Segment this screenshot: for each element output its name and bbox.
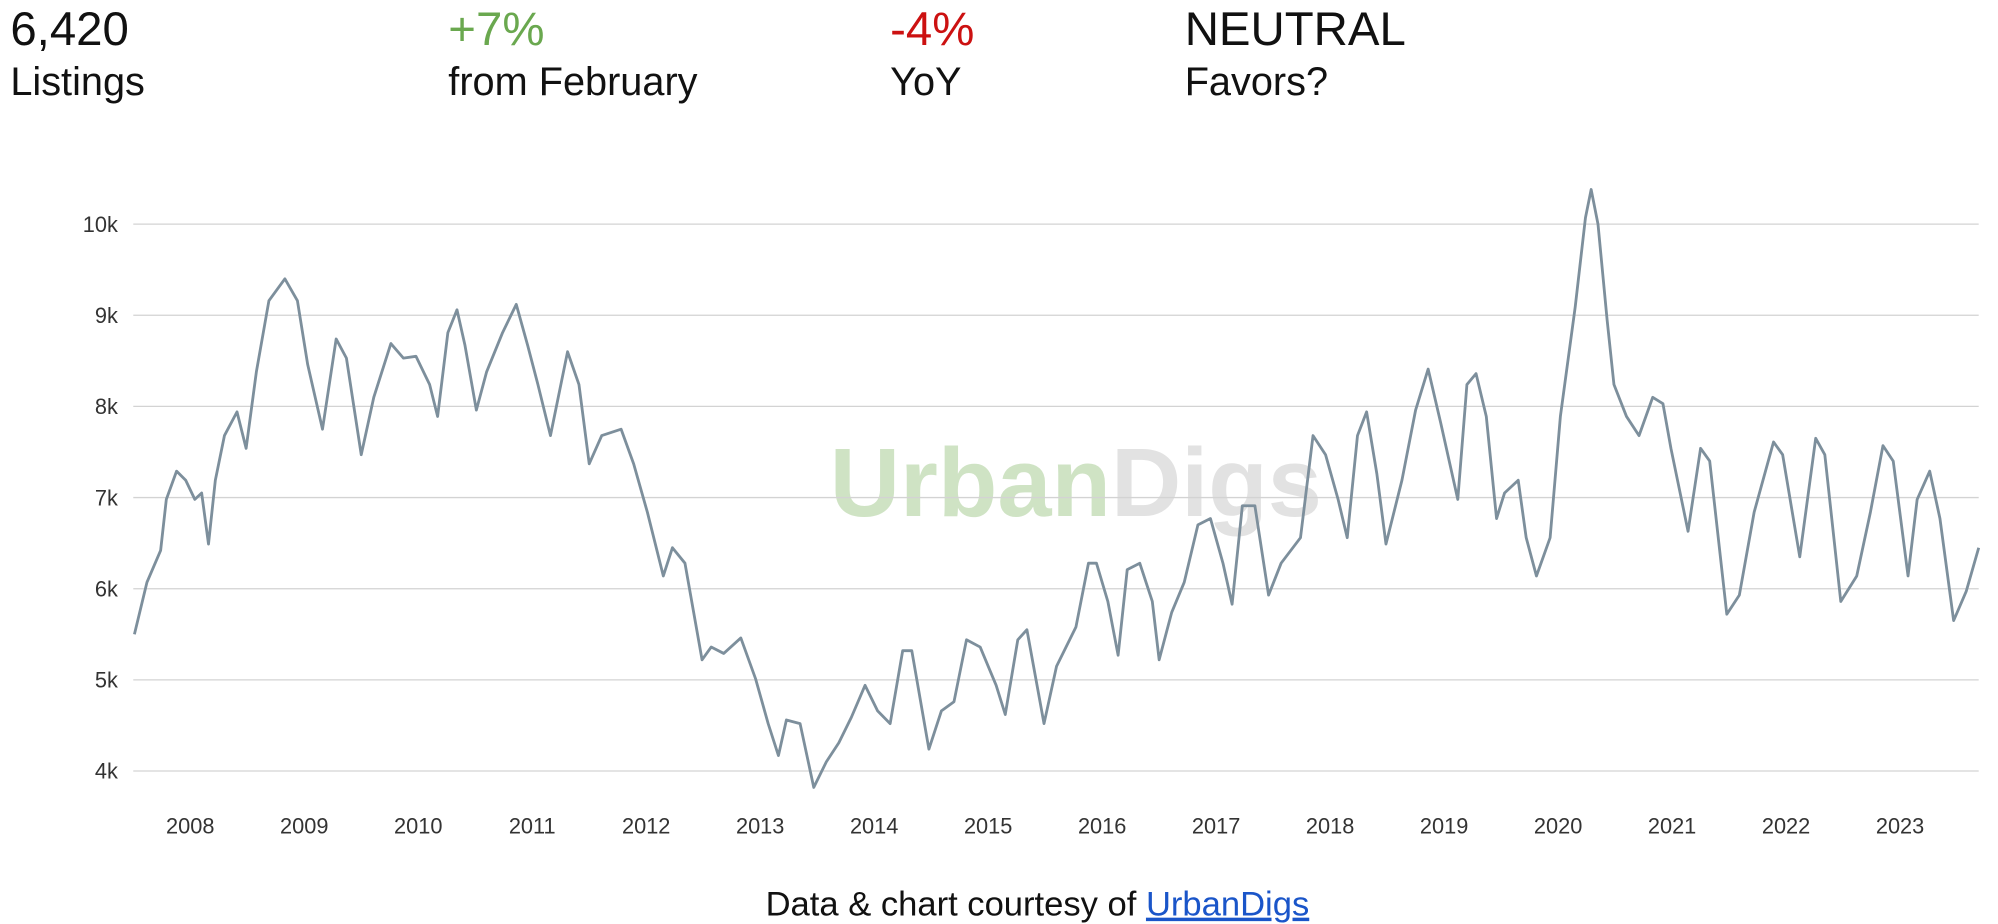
stat-value: -4% bbox=[890, 3, 974, 56]
y-tick-label: 6k bbox=[95, 576, 118, 601]
y-tick-label: 9k bbox=[95, 303, 118, 328]
x-tick-label: 2021 bbox=[1648, 814, 1696, 839]
y-tick-label: 7k bbox=[95, 485, 118, 510]
stat-label: from February bbox=[448, 60, 697, 104]
x-tick-label: 2022 bbox=[1762, 814, 1810, 839]
x-tick-label: 2016 bbox=[1078, 814, 1126, 839]
x-tick-label: 2012 bbox=[622, 814, 670, 839]
y-tick-label: 4k bbox=[95, 759, 118, 784]
x-tick-label: 2009 bbox=[280, 814, 328, 839]
x-tick-label: 2008 bbox=[166, 814, 214, 839]
watermark-part: Digs bbox=[1111, 428, 1322, 537]
y-tick-label: 10k bbox=[83, 212, 118, 237]
x-tick-label: 2020 bbox=[1534, 814, 1582, 839]
stat-value: +7% bbox=[448, 3, 544, 56]
x-tick-label: 2017 bbox=[1192, 814, 1240, 839]
watermark-part: Urban bbox=[830, 428, 1111, 537]
y-tick-label: 5k bbox=[95, 668, 118, 693]
x-tick-label: 2010 bbox=[394, 814, 442, 839]
x-tick-label: 2019 bbox=[1420, 814, 1468, 839]
y-tick-label: 8k bbox=[95, 394, 118, 419]
x-tick-label: 2013 bbox=[736, 814, 784, 839]
stat-label: Listings bbox=[10, 60, 145, 104]
stat-value: 6,420 bbox=[10, 3, 129, 56]
stat-label: YoY bbox=[890, 60, 961, 104]
x-tick-label: 2015 bbox=[964, 814, 1012, 839]
x-tick-label: 2023 bbox=[1876, 814, 1924, 839]
footer-text: Data & chart courtesy of bbox=[766, 886, 1146, 924]
x-tick-label: 2011 bbox=[509, 814, 556, 839]
data-line bbox=[133, 188, 1981, 789]
footer-link[interactable]: UrbanDigs bbox=[1146, 886, 1309, 924]
x-tick-label: 2014 bbox=[850, 814, 898, 839]
stat-value: NEUTRAL bbox=[1185, 3, 1406, 56]
x-tick-label: 2018 bbox=[1306, 814, 1354, 839]
watermark: UrbanDigs bbox=[830, 428, 1322, 537]
stat-label: Favors? bbox=[1185, 60, 1328, 104]
footer: Data & chart courtesy of UrbanDigs bbox=[766, 886, 1310, 924]
